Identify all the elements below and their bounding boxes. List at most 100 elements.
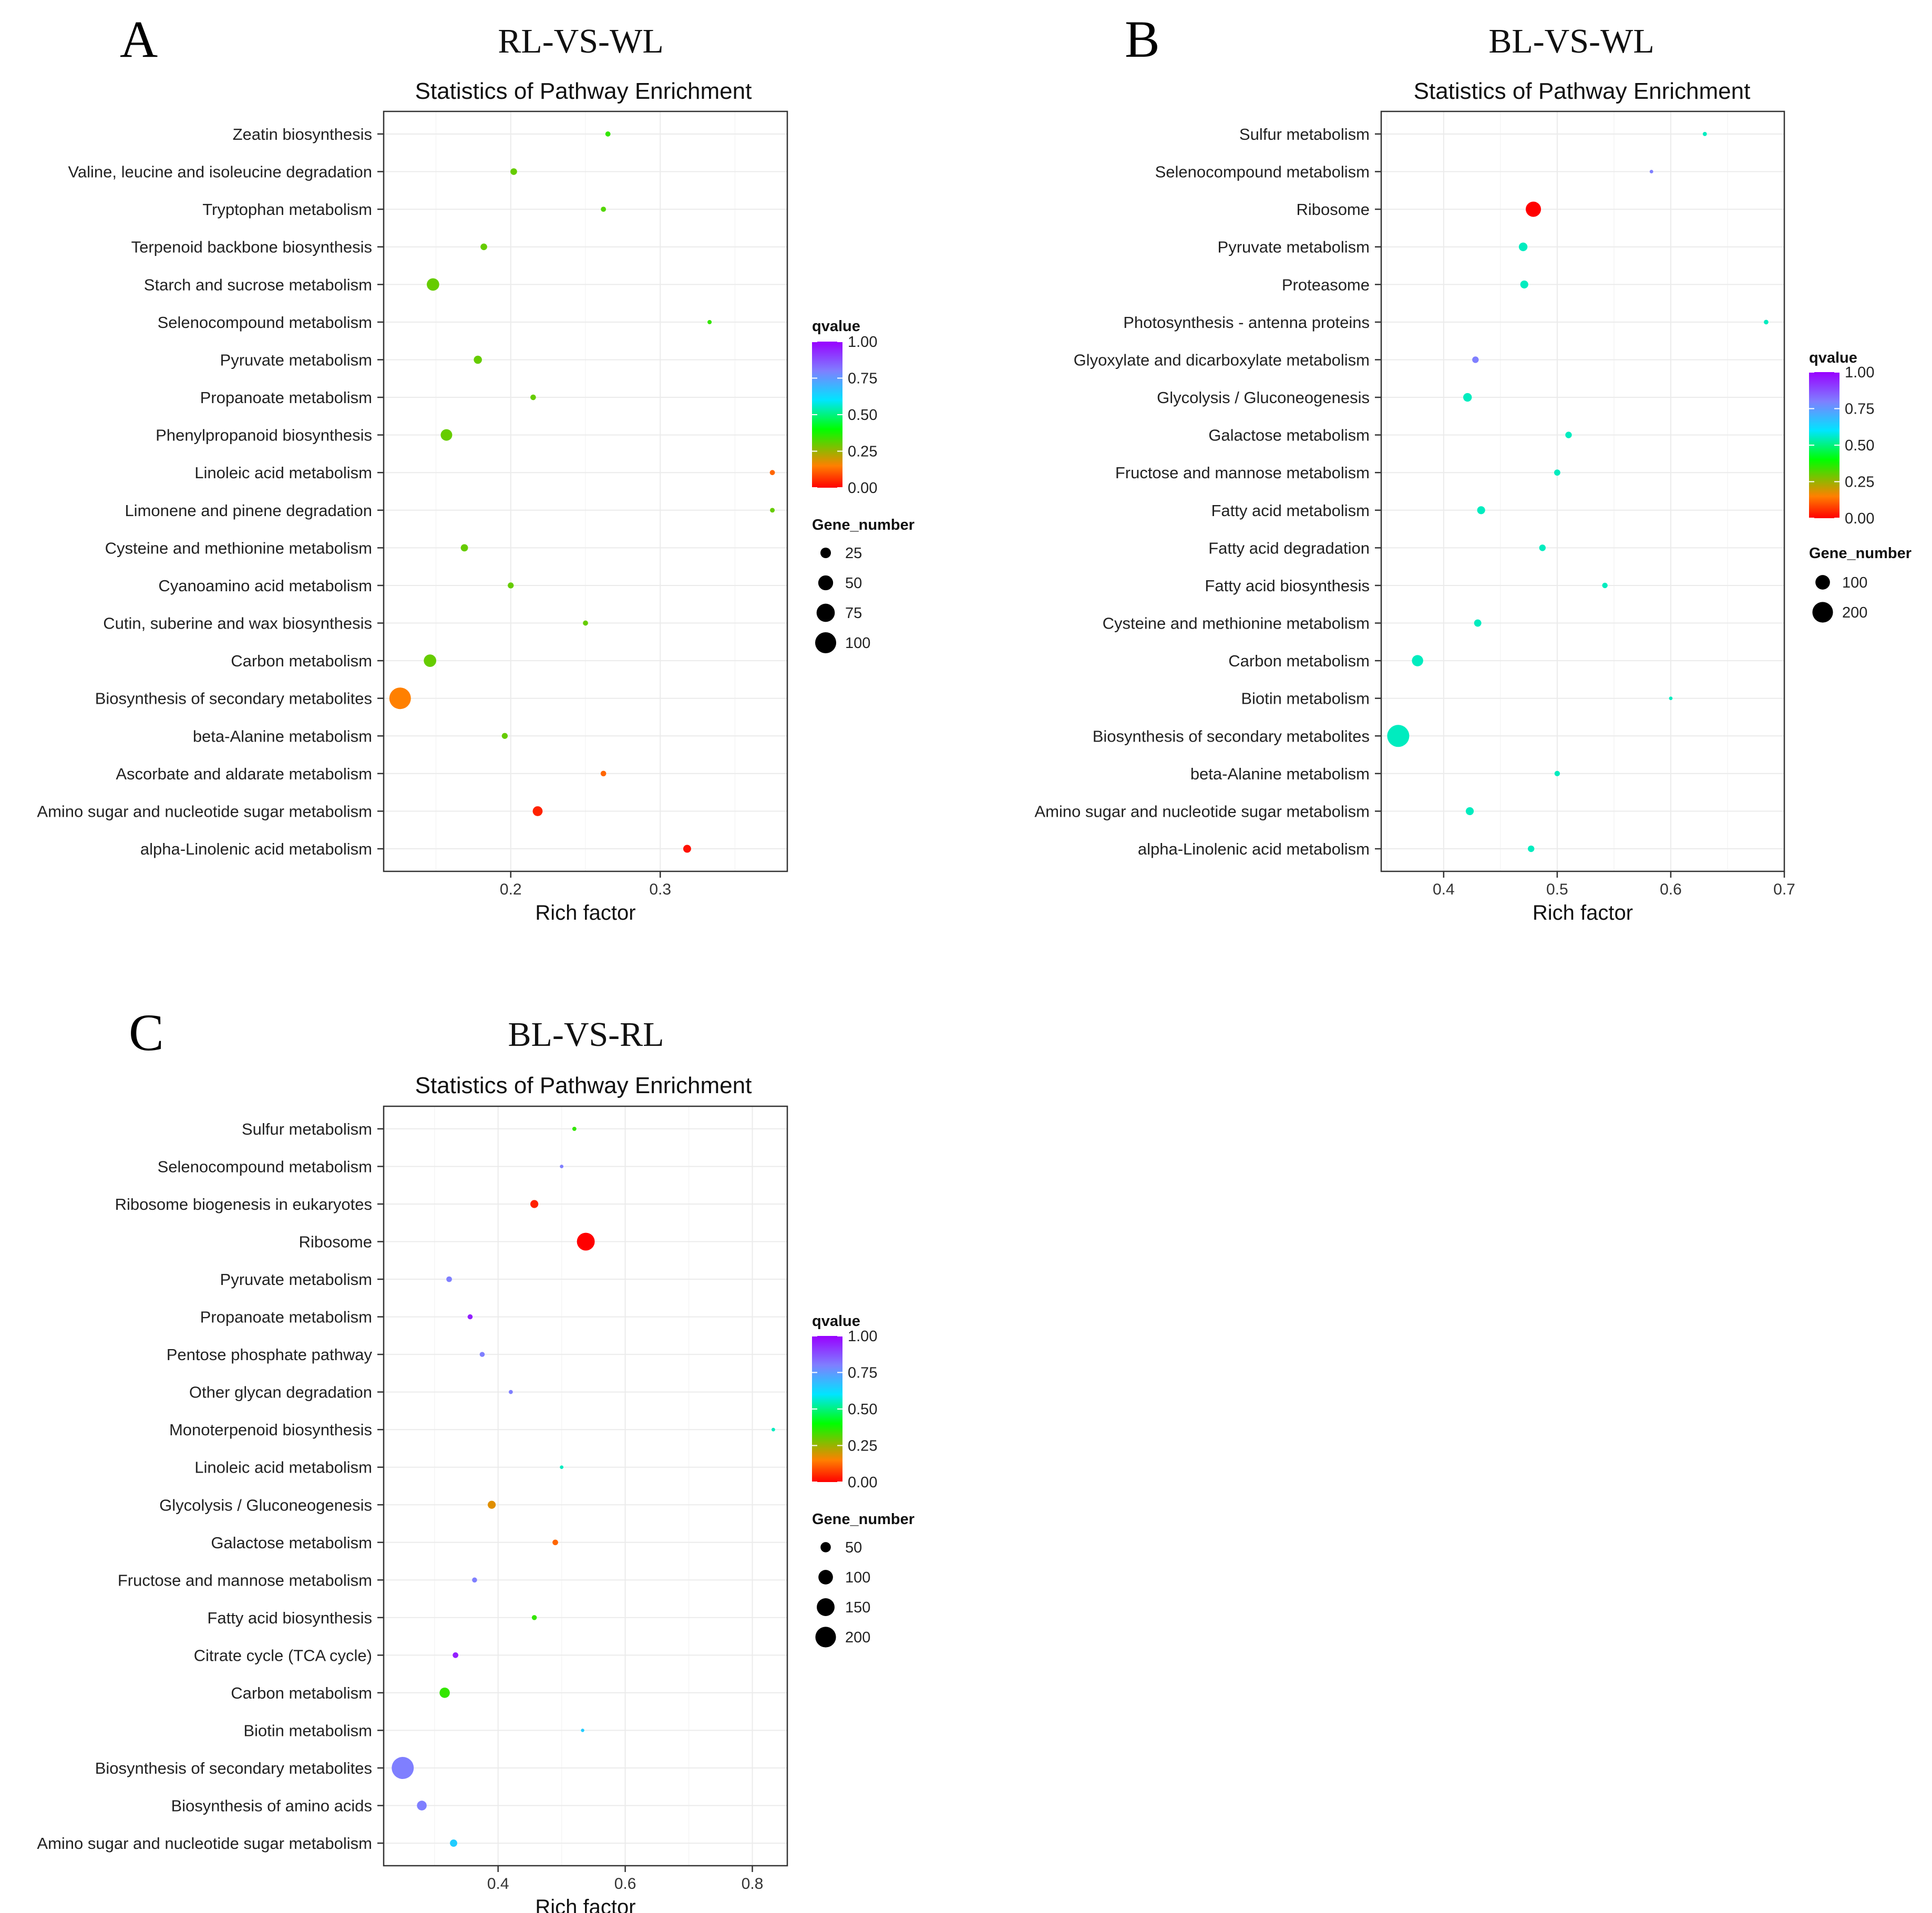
y-axis-labels: Sulfur metabolism Selenocompound metaboli… <box>37 1120 384 1853</box>
pathway-label: Propanoate metabolism <box>200 388 372 407</box>
gene-number-legend-dot <box>1815 575 1830 590</box>
qvalue-tick-label: 0.75 <box>1845 401 1874 418</box>
pathway-label: Pyruvate metabolism <box>220 351 372 369</box>
plot-title: Statistics of Pathway Enrichment <box>415 1073 752 1098</box>
gene-number-legend-dot <box>816 603 835 622</box>
data-point <box>446 1276 452 1282</box>
data-point <box>581 1729 584 1732</box>
pathway-label: Ribosome biogenesis in eukaryotes <box>115 1195 372 1213</box>
panel-letter: C <box>129 1003 164 1062</box>
data-point <box>707 320 712 324</box>
pathway-label: alpha-Linolenic acid metabolism <box>140 840 372 858</box>
x-tick-label: 0.5 <box>1546 881 1568 898</box>
data-point <box>572 1127 577 1131</box>
pathway-label: Selenocompound metabolism <box>158 1157 372 1176</box>
data-point <box>453 1652 459 1658</box>
qvalue-tick-label: 0.25 <box>1845 474 1874 491</box>
pathway-label: Fatty acid metabolism <box>1211 501 1370 520</box>
data-point <box>417 1801 427 1811</box>
data-point <box>683 845 691 853</box>
data-point <box>1702 132 1707 136</box>
pathway-label: Ribosome <box>1296 200 1370 219</box>
data-point <box>770 508 775 513</box>
plot-frame <box>1380 110 1785 872</box>
grid <box>384 1106 787 1866</box>
data-point <box>769 470 775 476</box>
pathway-label: Valine, leucine and isoleucine degradati… <box>68 163 372 181</box>
x-axis-title: Rich factor <box>1533 901 1633 924</box>
data-point <box>508 1390 513 1394</box>
pathway-label: Carbon metabolism <box>231 1684 372 1702</box>
data-point <box>474 355 482 364</box>
data-point <box>389 687 411 709</box>
x-axis: 0.2 0.3 Rich factor <box>500 871 671 924</box>
pathway-label: Cysteine and methionine metabolism <box>105 539 372 557</box>
gene-number-legend-label: 50 <box>845 575 862 592</box>
data-point <box>560 1465 564 1469</box>
data-point <box>439 1688 450 1698</box>
pathway-label: alpha-Linolenic acid metabolism <box>1138 840 1370 858</box>
qvalue-tick-label: 0.25 <box>848 444 877 460</box>
gene-number-legend-title: Gene_number <box>812 517 914 533</box>
gene-number-legend-label: 100 <box>1842 574 1867 591</box>
comparison-title: BL-VS-WL <box>1488 22 1654 60</box>
pathway-label: Biosynthesis of secondary metabolites <box>95 690 372 708</box>
qvalue-legend-title: qvalue <box>1809 349 1857 366</box>
pathway-label: Glyoxylate and dicarboxylate metabolism <box>1074 351 1370 369</box>
gene-number-legend-label: 150 <box>845 1599 870 1616</box>
data-point <box>532 806 543 816</box>
y-axis-labels: Zeatin biosynthesis Valine, leucine and i… <box>37 125 384 858</box>
data-point <box>460 544 468 552</box>
data-points <box>1387 132 1769 852</box>
x-tick-label: 0.2 <box>500 881 522 898</box>
pathway-label: Propanoate metabolism <box>200 1308 372 1326</box>
data-point <box>508 582 514 589</box>
qvalue-tick-label: 0.50 <box>848 1401 877 1418</box>
pathway-label: Sulfur metabolism <box>242 1120 372 1138</box>
x-axis: 0.4 0.6 0.8 Rich factor <box>487 1866 763 1913</box>
data-point <box>560 1165 564 1168</box>
pathway-label: Biosynthesis of secondary metabolites <box>95 1759 372 1777</box>
gene-number-legend-dot <box>815 632 837 654</box>
data-point <box>772 1427 775 1432</box>
plot-frame <box>383 110 788 872</box>
qvalue-legend-title: qvalue <box>812 318 860 335</box>
data-point <box>605 131 611 137</box>
x-tick-label: 0.8 <box>742 1875 764 1893</box>
x-axis-title: Rich factor <box>535 1896 635 1913</box>
x-tick-label: 0.6 <box>1660 881 1682 898</box>
grid <box>1381 111 1785 871</box>
data-point <box>601 207 607 212</box>
x-axis-title: Rich factor <box>535 901 635 924</box>
qvalue-tick-label: 0.50 <box>1845 437 1874 454</box>
gene-number-legend-label: 50 <box>845 1539 862 1556</box>
qvalue-tick-label: 1.00 <box>1845 364 1874 381</box>
pathway-label: Galactose metabolism <box>1208 426 1370 445</box>
data-point <box>1525 201 1542 217</box>
data-point <box>1518 242 1528 251</box>
pathway-label: Glycolysis / Gluconeogenesis <box>1157 388 1370 407</box>
x-axis: 0.4 0.5 0.6 0.7 Rich factor <box>1433 871 1795 924</box>
data-point <box>1520 280 1528 289</box>
gene-number-legend-dot <box>815 1627 836 1648</box>
qvalue-tick-label: 0.00 <box>848 480 877 497</box>
data-point <box>1472 356 1479 363</box>
gene-number-legend-dot <box>1812 602 1833 623</box>
plot-title: Statistics of Pathway Enrichment <box>1414 78 1751 104</box>
data-point <box>1463 393 1472 402</box>
pathway-label: Monoterpenoid biosynthesis <box>169 1421 372 1439</box>
data-point <box>583 620 588 626</box>
pathway-label: Selenocompound metabolism <box>158 313 372 332</box>
pathway-label: Citrate cycle (TCA cycle) <box>194 1646 372 1664</box>
pathway-label: Amino sugar and nucleotide sugar metabol… <box>37 802 372 820</box>
data-points <box>389 131 775 853</box>
pathway-label: Photosynthesis - antenna proteins <box>1123 313 1370 332</box>
plot-title: Statistics of Pathway Enrichment <box>415 78 752 104</box>
gene-number-legend-label: 75 <box>845 605 862 622</box>
gene-number-legend-label: 100 <box>845 1569 870 1586</box>
panel-a: A RL-VS-WL Statistics of Pathway Enrichmen… <box>37 10 914 924</box>
panel-c: C BL-VS-RL Statistics of Pathway Enrichmen… <box>37 1003 914 1913</box>
data-point <box>467 1314 473 1320</box>
